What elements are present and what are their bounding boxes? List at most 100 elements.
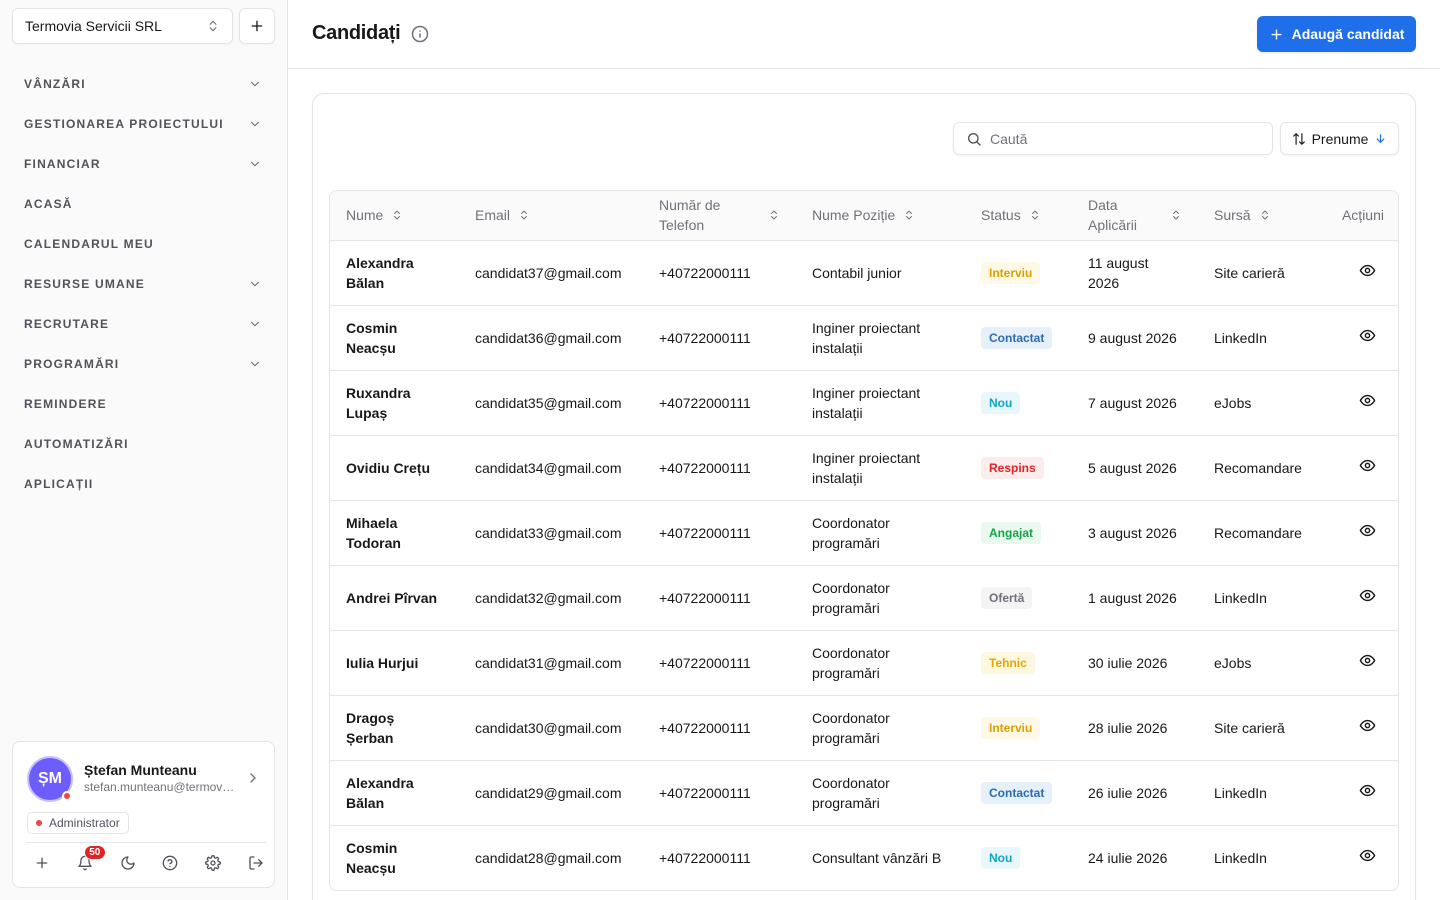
settings-button[interactable] bbox=[202, 852, 224, 874]
add-candidate-button[interactable]: Adaugă candidat bbox=[1257, 16, 1416, 52]
sort-icon bbox=[394, 210, 401, 220]
candidate-phone: +40722000111 bbox=[659, 719, 751, 736]
sort-icon bbox=[1031, 210, 1038, 220]
view-button[interactable] bbox=[1318, 695, 1398, 760]
notifications-button[interactable]: 50 bbox=[74, 845, 106, 874]
sidebar-item-label: RESURSE UMANE bbox=[24, 277, 145, 291]
add-button[interactable] bbox=[31, 852, 53, 874]
candidate-name[interactable]: Dragoș Șerban bbox=[346, 709, 395, 746]
candidate-name[interactable]: Mihaela Todoran bbox=[346, 514, 401, 551]
info-icon[interactable] bbox=[411, 25, 429, 43]
column-email-label: Email bbox=[475, 207, 511, 224]
candidate-position: Consultant vânzări B bbox=[812, 849, 942, 866]
logout-button[interactable] bbox=[245, 852, 267, 874]
sidebar-item-7[interactable]: PROGRAMĂRI bbox=[0, 344, 288, 384]
candidate-name[interactable]: Cosmin Neacșu bbox=[346, 319, 398, 356]
avatar[interactable]: ȘM bbox=[27, 756, 73, 802]
candidate-phone: +40722000111 bbox=[659, 264, 751, 281]
candidate-name[interactable]: Ruxandra Lupaș bbox=[346, 384, 411, 421]
table-row[interactable]: Andrei Pîrvan candidat32@gmail.com +407220… bbox=[330, 565, 1398, 630]
sidebar-item-3[interactable]: ACASĂ bbox=[0, 184, 288, 224]
sort-label: Prenume bbox=[1311, 130, 1369, 147]
candidate-date: 26 iulie 2026 bbox=[1088, 784, 1168, 801]
candidate-name[interactable]: Alexandra Bălan bbox=[346, 254, 414, 291]
candidate-source: Site carieră bbox=[1214, 719, 1285, 736]
sidebar-item-8[interactable]: REMINDERE bbox=[0, 384, 288, 424]
candidate-position: Inginer proiectant instalații bbox=[812, 384, 921, 421]
sort-icon bbox=[1173, 210, 1179, 220]
column-position-label: Nume Poziție bbox=[812, 207, 896, 224]
candidate-email: candidat37@gmail.com bbox=[475, 264, 622, 281]
candidate-source: eJobs bbox=[1214, 654, 1252, 671]
table-row[interactable]: Dragoș Șerban candidat30@gmail.com +407220… bbox=[330, 695, 1398, 760]
sort-button[interactable]: Prenume bbox=[1280, 122, 1399, 155]
sidebar-item-9[interactable]: AUTOMATIZĂRI bbox=[0, 424, 288, 464]
candidate-position: Contabil junior bbox=[812, 264, 902, 281]
table-row[interactable]: Mihaela Todoran candidat33@gmail.com +4072… bbox=[330, 500, 1398, 565]
view-button[interactable] bbox=[1318, 435, 1398, 500]
sidebar-item-5[interactable]: RESURSE UMANE bbox=[0, 264, 288, 304]
column-source[interactable]: Sursă bbox=[1198, 191, 1318, 240]
candidate-name[interactable]: Cosmin Neacșu bbox=[346, 839, 398, 876]
view-button[interactable] bbox=[1318, 370, 1398, 435]
column-status-label: Status bbox=[981, 207, 1021, 224]
column-source-label: Sursă bbox=[1214, 207, 1251, 224]
table-row[interactable]: Cosmin Neacșu candidat28@gmail.com +407220… bbox=[330, 825, 1398, 890]
add-company-button[interactable] bbox=[239, 8, 275, 44]
candidate-name[interactable]: Alexandra Bălan bbox=[346, 774, 414, 811]
view-button[interactable] bbox=[1318, 305, 1398, 370]
table-row[interactable]: Alexandra Bălan candidat37@gmail.com +4072… bbox=[330, 240, 1398, 305]
candidate-email: candidat35@gmail.com bbox=[475, 394, 622, 411]
sidebar-item-6[interactable]: RECRUTARE bbox=[0, 304, 288, 344]
candidate-name[interactable]: Ovidiu Crețu bbox=[346, 459, 431, 476]
search-input[interactable] bbox=[990, 130, 1260, 147]
candidate-email: candidat28@gmail.com bbox=[475, 849, 622, 866]
sidebar-item-0[interactable]: VÂNZĂRI bbox=[0, 64, 288, 104]
sidebar-item-4[interactable]: CALENDARUL MEU bbox=[0, 224, 288, 264]
candidate-status-cell: Tehnic bbox=[965, 630, 1072, 695]
candidate-date: 28 iulie 2026 bbox=[1088, 719, 1168, 736]
column-email[interactable]: Email bbox=[459, 191, 643, 240]
candidate-name[interactable]: Iulia Hurjui bbox=[346, 654, 419, 671]
eye-icon bbox=[1359, 459, 1376, 471]
table-row[interactable]: Alexandra Bălan candidat29@gmail.com +4072… bbox=[330, 760, 1398, 825]
column-position[interactable]: Nume Poziție bbox=[796, 191, 965, 240]
candidate-date: 1 august 2026 bbox=[1088, 589, 1177, 606]
search-icon bbox=[968, 132, 981, 146]
candidate-name[interactable]: Andrei Pîrvan bbox=[346, 589, 438, 606]
candidate-source: LinkedIn bbox=[1214, 784, 1267, 801]
theme-toggle[interactable] bbox=[117, 852, 139, 874]
sidebar-item-label: VÂNZĂRI bbox=[24, 77, 86, 91]
eye-icon bbox=[1359, 654, 1376, 666]
view-button[interactable] bbox=[1318, 240, 1398, 305]
candidate-status-cell: Angajat bbox=[965, 500, 1072, 565]
column-name-label: Nume bbox=[346, 207, 384, 224]
candidate-date: 5 august 2026 bbox=[1088, 459, 1177, 476]
sidebar-item-1[interactable]: GESTIONAREA PROIECTULUI bbox=[0, 104, 288, 144]
help-button[interactable] bbox=[159, 852, 181, 874]
company-select[interactable]: Termovia Servicii SRL bbox=[12, 8, 233, 44]
column-phone[interactable]: Număr de Telefon bbox=[643, 191, 796, 240]
sidebar-item-10[interactable]: APLICAȚII bbox=[0, 464, 288, 504]
role-label: Administrator bbox=[49, 816, 120, 830]
sidebar-item-label: ACASĂ bbox=[24, 197, 73, 211]
sidebar-item-2[interactable]: FINANCIAR bbox=[0, 144, 288, 184]
candidate-phone: +40722000111 bbox=[659, 589, 751, 606]
view-button[interactable] bbox=[1318, 500, 1398, 565]
view-button[interactable] bbox=[1318, 630, 1398, 695]
eye-icon bbox=[1359, 784, 1376, 796]
table-row[interactable]: Cosmin Neacșu candidat36@gmail.com +407220… bbox=[330, 305, 1398, 370]
view-button[interactable] bbox=[1318, 760, 1398, 825]
chevron-right-icon[interactable] bbox=[245, 770, 261, 786]
sidebar-item-label: AUTOMATIZĂRI bbox=[24, 437, 129, 451]
table-row[interactable]: Ovidiu Crețu candidat34@gmail.com +4072200… bbox=[330, 435, 1398, 500]
table-row[interactable]: Ruxandra Lupaș candidat35@gmail.com +40722… bbox=[330, 370, 1398, 435]
column-status[interactable]: Status bbox=[965, 191, 1072, 240]
candidate-position: Inginer proiectant instalații bbox=[812, 319, 921, 356]
status-badge: Nou bbox=[981, 391, 1021, 414]
column-name[interactable]: Nume bbox=[330, 191, 459, 240]
view-button[interactable] bbox=[1318, 565, 1398, 630]
column-date[interactable]: Data Aplicării bbox=[1072, 191, 1198, 240]
table-row[interactable]: Iulia Hurjui candidat31@gmail.com +4072200… bbox=[330, 630, 1398, 695]
view-button[interactable] bbox=[1318, 825, 1398, 890]
